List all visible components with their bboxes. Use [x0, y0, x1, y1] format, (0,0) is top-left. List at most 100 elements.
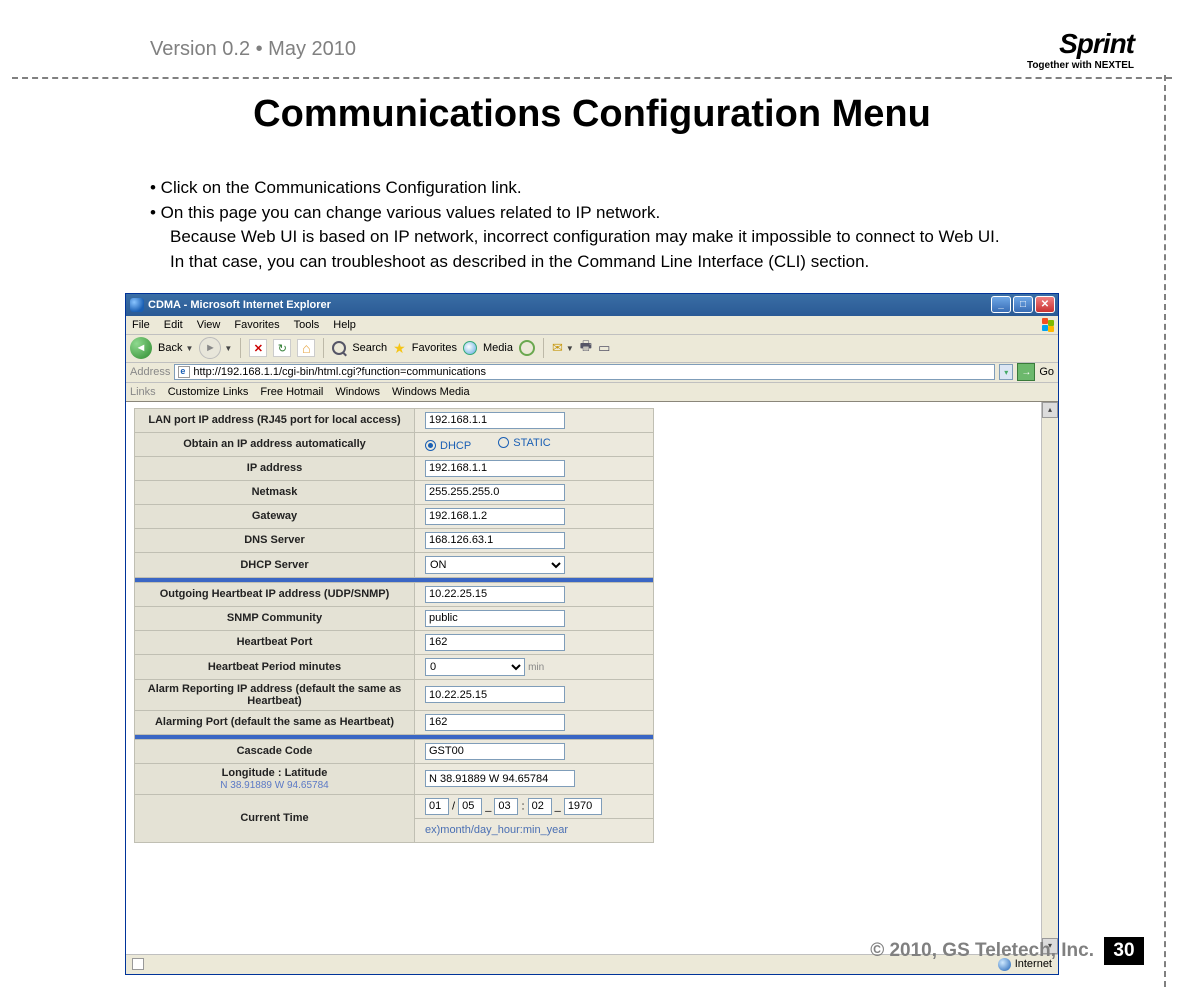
- lan-ip-label: LAN port IP address (RJ45 port for local…: [135, 408, 415, 432]
- snmp-community-label: SNMP Community: [135, 606, 415, 630]
- page-icon: [178, 366, 190, 378]
- titlebar: CDMA - Microsoft Internet Explorer _ □ ✕: [126, 294, 1058, 316]
- address-bar: Address http://192.168.1.1/cgi-bin/html.…: [126, 363, 1058, 383]
- ie-window: CDMA - Microsoft Internet Explorer _ □ ✕…: [125, 293, 1059, 975]
- link-customize[interactable]: Customize Links: [166, 386, 249, 398]
- refresh-button[interactable]: ↻: [273, 339, 291, 357]
- lonlat-sub: N 38.91889 W 94.65784: [220, 780, 328, 791]
- alarm-ip-label: Alarm Reporting IP address (default the …: [135, 679, 415, 710]
- netmask-input[interactable]: [425, 484, 565, 501]
- gateway-label: Gateway: [135, 504, 415, 528]
- heartbeat-ip-input[interactable]: [425, 586, 565, 603]
- cascade-code-label: Cascade Code: [135, 739, 415, 763]
- forward-dropdown[interactable]: ▼: [224, 344, 232, 353]
- menu-bar: File Edit View Favorites Tools Help: [126, 316, 1058, 335]
- min-unit: min: [528, 662, 544, 673]
- alarm-port-label: Alarming Port (default the same as Heart…: [135, 710, 415, 734]
- copyright: © 2010, GS Teletech, Inc.: [870, 940, 1094, 962]
- menu-tools[interactable]: Tools: [294, 319, 320, 331]
- logo-sub: Together with NEXTEL: [1027, 60, 1134, 71]
- snmp-community-input[interactable]: [425, 610, 565, 627]
- dhcp-server-select[interactable]: ON: [425, 556, 565, 574]
- menu-file[interactable]: File: [132, 319, 150, 331]
- time-month-input[interactable]: [425, 798, 449, 815]
- media-button[interactable]: Media: [483, 342, 513, 354]
- print-button[interactable]: 🖶: [580, 337, 592, 359]
- lonlat-input[interactable]: [425, 770, 575, 787]
- back-label[interactable]: Back: [158, 342, 182, 354]
- search-button[interactable]: Search: [352, 342, 387, 354]
- back-button[interactable]: ◄: [130, 337, 152, 359]
- dhcp-radio[interactable]: DHCP: [425, 440, 471, 452]
- windows-flag-icon: [1038, 318, 1054, 332]
- menu-favorites[interactable]: Favorites: [234, 319, 279, 331]
- time-min-input[interactable]: [528, 798, 552, 815]
- current-time-label: Current Time: [135, 794, 415, 842]
- edit-button[interactable]: ▭: [598, 340, 610, 356]
- go-label: Go: [1039, 366, 1054, 378]
- dns-input[interactable]: [425, 532, 565, 549]
- alarm-port-input[interactable]: [425, 714, 565, 731]
- stop-button[interactable]: ✕: [249, 339, 267, 357]
- gateway-input[interactable]: [425, 508, 565, 525]
- lan-ip-input[interactable]: [425, 412, 565, 429]
- content-blank: [666, 402, 1041, 954]
- time-format-hint: ex)month/day_hour:min_year: [425, 824, 568, 836]
- go-button[interactable]: →: [1017, 363, 1035, 381]
- dns-label: DNS Server: [135, 528, 415, 552]
- ip-address-input[interactable]: [425, 460, 565, 477]
- home-button[interactable]: ⌂: [297, 339, 315, 357]
- bullet-2: • On this page you can change various va…: [150, 201, 1144, 226]
- heartbeat-port-label: Heartbeat Port: [135, 630, 415, 654]
- heartbeat-port-input[interactable]: [425, 634, 565, 651]
- lonlat-label: Longitude : LatitudeN 38.91889 W 94.6578…: [135, 763, 415, 794]
- scroll-up-button[interactable]: ▴: [1042, 402, 1058, 418]
- ip-address-label: IP address: [135, 456, 415, 480]
- version-text: Version 0.2 • May 2010: [150, 38, 356, 61]
- menu-view[interactable]: View: [197, 319, 221, 331]
- bullet-4: In that case, you can troubleshoot as de…: [150, 250, 1144, 275]
- favorites-star-icon: ★: [393, 340, 406, 357]
- toolbar: ◄ Back ▼ ► ▼ ✕ ↻ ⌂ Search ★ Favorites Me…: [126, 335, 1058, 363]
- cascade-code-input[interactable]: [425, 743, 565, 760]
- close-button[interactable]: ✕: [1035, 296, 1055, 313]
- page-number: 30: [1104, 937, 1144, 965]
- config-table: LAN port IP address (RJ45 port for local…: [134, 408, 654, 843]
- favorites-button[interactable]: Favorites: [412, 342, 457, 354]
- static-radio[interactable]: STATIC: [498, 437, 550, 449]
- menu-help[interactable]: Help: [333, 319, 356, 331]
- vertical-scrollbar[interactable]: ▴ ▾: [1041, 402, 1058, 954]
- time-hour-input[interactable]: [494, 798, 518, 815]
- bullet-3: Because Web UI is based on IP network, i…: [150, 225, 1144, 250]
- url-text: http://192.168.1.1/cgi-bin/html.cgi?func…: [193, 366, 486, 378]
- window-title: CDMA - Microsoft Internet Explorer: [148, 299, 331, 311]
- time-year-input[interactable]: [564, 798, 602, 815]
- ie-icon: [130, 298, 144, 312]
- time-day-input[interactable]: [458, 798, 482, 815]
- address-label: Address: [130, 366, 170, 378]
- dhcp-server-label: DHCP Server: [135, 552, 415, 577]
- links-label: Links: [130, 386, 156, 398]
- link-windows-media[interactable]: Windows Media: [390, 386, 470, 398]
- obtain-ip-label: Obtain an IP address automatically: [135, 432, 415, 456]
- media-icon: [463, 341, 477, 355]
- address-input[interactable]: http://192.168.1.1/cgi-bin/html.cgi?func…: [174, 364, 995, 380]
- mail-button[interactable]: ✉: [552, 340, 563, 356]
- search-icon: [332, 341, 346, 355]
- logo-main: Sprint: [1027, 28, 1134, 60]
- forward-button[interactable]: ►: [199, 337, 221, 359]
- netmask-label: Netmask: [135, 480, 415, 504]
- alarm-ip-input[interactable]: [425, 686, 565, 703]
- maximize-button[interactable]: □: [1013, 296, 1033, 313]
- link-hotmail[interactable]: Free Hotmail: [258, 386, 323, 398]
- menu-edit[interactable]: Edit: [164, 319, 183, 331]
- heartbeat-ip-label: Outgoing Heartbeat IP address (UDP/SNMP): [135, 582, 415, 606]
- link-windows[interactable]: Windows: [333, 386, 380, 398]
- history-button[interactable]: [519, 340, 535, 356]
- back-dropdown[interactable]: ▼: [185, 344, 193, 353]
- page-title: Communications Configuration Menu: [0, 93, 1184, 136]
- heartbeat-period-select[interactable]: 0: [425, 658, 525, 676]
- minimize-button[interactable]: _: [991, 296, 1011, 313]
- links-bar: Links Customize Links Free Hotmail Windo…: [126, 383, 1058, 402]
- address-dropdown[interactable]: ▾: [999, 364, 1013, 380]
